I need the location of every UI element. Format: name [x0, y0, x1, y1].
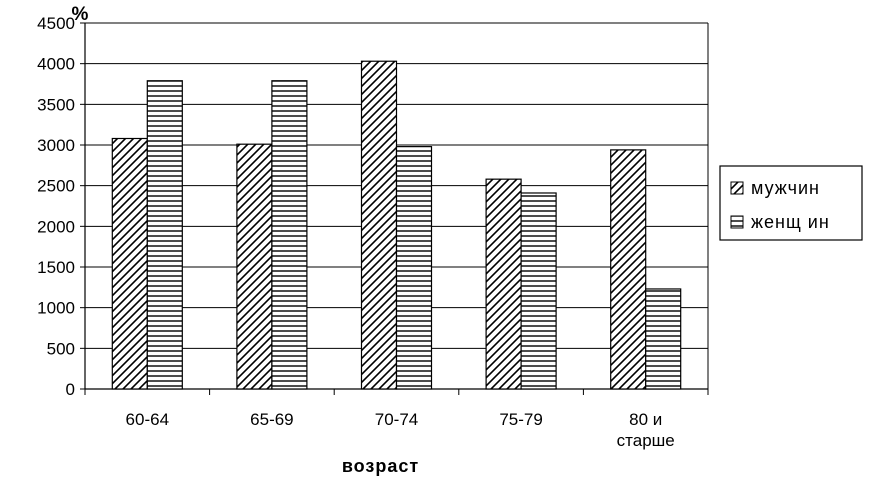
bar-women [520, 192, 557, 390]
x-axis-title: возраст [342, 456, 419, 476]
x-tick-label: 75-79 [499, 410, 542, 429]
labels: 0 500 1000 1500 2000 2500 3000 3500 4000 4500% 60-… [37, 4, 675, 476]
bar-women [645, 288, 682, 390]
legend-box [719, 165, 863, 241]
bar-men [236, 143, 273, 390]
y-tick-label: 3000 [37, 136, 75, 155]
bar-men [485, 178, 522, 390]
y-tick-label: 1500 [37, 258, 75, 277]
y-tick-label: 4000 [37, 55, 75, 74]
legend-label: женщ ин [751, 212, 830, 232]
legend-label: мужчин [751, 178, 820, 198]
x-tick-label: старше [617, 431, 675, 450]
legend-swatch-women [730, 215, 744, 229]
x-tick-label: 80 и [629, 410, 662, 429]
y-tick-label: 500 [47, 339, 75, 358]
y-tick-label: 2500 [37, 177, 75, 196]
axes [80, 22, 709, 395]
y-tick-label: 0 [66, 380, 75, 399]
y-tick-label: 3500 [37, 95, 75, 114]
x-tick-label: 60-64 [126, 410, 169, 429]
bar-women [395, 146, 433, 390]
bar-men [360, 60, 398, 390]
y-tick-label: 4500 [37, 14, 75, 33]
bar-women [146, 80, 183, 390]
bars [111, 60, 682, 390]
y-tick-label: 1000 [37, 299, 75, 318]
x-tick-label: 65-69 [250, 410, 293, 429]
bar-men [610, 149, 647, 390]
legend-swatch-men [730, 181, 744, 195]
y-unit-label: % [72, 4, 89, 25]
x-tick-label: 70-74 [375, 410, 418, 429]
y-tick-label: 2000 [37, 217, 75, 236]
bar-women [271, 80, 308, 390]
bar-men [111, 137, 148, 390]
legend: мужчин женщ ин [719, 165, 863, 241]
